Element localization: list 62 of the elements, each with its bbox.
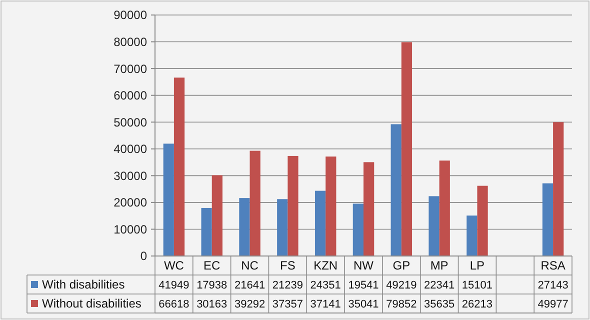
x-tick-label: NW — [354, 258, 374, 273]
bar — [250, 150, 260, 256]
data-label: 26213 — [462, 298, 493, 310]
x-tick-label: FS — [280, 258, 296, 273]
bar — [352, 204, 364, 256]
y-tick-label: 0 — [140, 249, 148, 264]
x-tick-label: EC — [204, 258, 221, 273]
y-tick-label: 70000 — [114, 62, 148, 76]
data-label: 22341 — [424, 279, 455, 292]
data-label: 15101 — [462, 279, 493, 292]
x-tick-label: LP — [470, 258, 485, 273]
bar — [288, 156, 298, 256]
x-tick-label: KZN — [314, 258, 338, 273]
y-tick-label: 40000 — [114, 142, 148, 156]
data-label: 37357 — [272, 298, 303, 310]
data-label: 21641 — [234, 279, 266, 292]
bar — [239, 198, 250, 256]
data-label: 37141 — [310, 298, 341, 310]
bar — [326, 156, 336, 256]
data-label: 17938 — [196, 279, 228, 292]
data-label: 41949 — [158, 279, 190, 292]
bar — [277, 199, 288, 256]
data-label: 30163 — [196, 298, 228, 310]
y-tick-label: 10000 — [114, 222, 148, 236]
bar — [364, 162, 374, 256]
y-tick-label: 30000 — [114, 168, 148, 183]
data-label: 79852 — [386, 298, 417, 310]
data-label: 27143 — [538, 279, 568, 292]
data-label: 21239 — [272, 279, 303, 292]
data-label: 49219 — [386, 279, 417, 292]
legend-label: With disabilities — [42, 278, 125, 292]
y-tick-label: 20000 — [114, 196, 148, 210]
bar — [466, 216, 478, 256]
data-label: 49977 — [538, 298, 568, 310]
bar — [174, 78, 185, 256]
x-tick-label: MP — [430, 258, 448, 273]
bar — [542, 183, 554, 256]
bar — [314, 190, 326, 256]
data-label: 24351 — [310, 279, 341, 292]
bar — [477, 186, 488, 256]
x-tick-label: WC — [164, 258, 184, 273]
bar — [439, 160, 450, 256]
bar — [163, 144, 174, 256]
x-tick-label: NC — [241, 258, 259, 273]
y-tick-label: 50000 — [114, 115, 148, 130]
bar — [212, 175, 222, 256]
data-label: 39292 — [234, 298, 266, 310]
bar — [553, 122, 564, 256]
x-tick-label: RSA — [540, 258, 566, 273]
bar — [390, 124, 402, 256]
y-tick-label: 90000 — [114, 8, 148, 22]
bar — [401, 42, 412, 256]
data-label: 66618 — [158, 298, 190, 310]
bar — [201, 208, 212, 256]
data-label: 35041 — [348, 298, 379, 310]
legend-label: Without disabilities — [42, 296, 142, 311]
y-tick-label: 60000 — [114, 88, 148, 103]
x-tick-label: GP — [392, 258, 410, 273]
bar — [428, 196, 440, 256]
data-label: 19541 — [348, 279, 379, 292]
data-label: 35635 — [424, 298, 455, 310]
y-tick-label: 80000 — [114, 34, 148, 49]
